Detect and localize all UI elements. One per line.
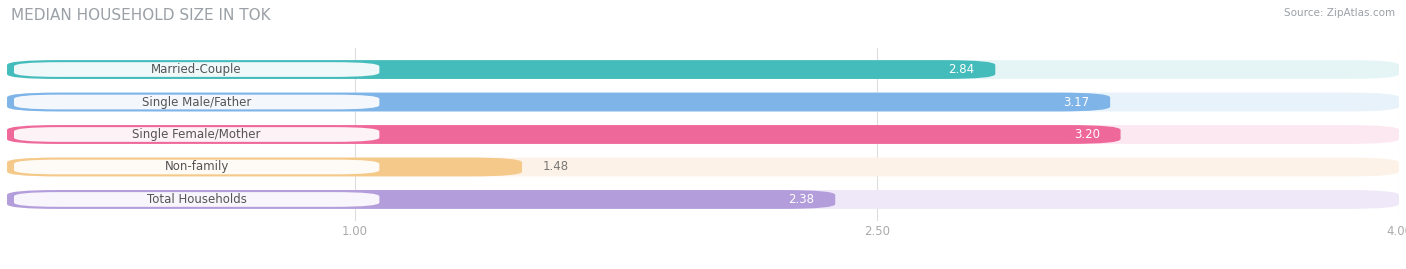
FancyBboxPatch shape [7,125,1399,144]
FancyBboxPatch shape [7,93,1399,111]
FancyBboxPatch shape [14,127,380,142]
Text: Single Male/Father: Single Male/Father [142,95,252,108]
FancyBboxPatch shape [7,158,1399,176]
Text: 2.84: 2.84 [948,63,974,76]
Text: Total Households: Total Households [146,193,246,206]
Text: 1.48: 1.48 [543,161,569,174]
Text: Married-Couple: Married-Couple [152,63,242,76]
FancyBboxPatch shape [7,125,1121,144]
FancyBboxPatch shape [14,95,380,109]
FancyBboxPatch shape [14,62,380,77]
FancyBboxPatch shape [14,192,380,207]
Text: MEDIAN HOUSEHOLD SIZE IN TOK: MEDIAN HOUSEHOLD SIZE IN TOK [11,8,271,23]
FancyBboxPatch shape [7,158,522,176]
Text: 2.38: 2.38 [789,193,814,206]
Text: Non-family: Non-family [165,161,229,174]
Text: 3.20: 3.20 [1074,128,1099,141]
Text: Single Female/Mother: Single Female/Mother [132,128,262,141]
FancyBboxPatch shape [7,60,1399,79]
FancyBboxPatch shape [14,160,380,174]
FancyBboxPatch shape [7,93,1111,111]
FancyBboxPatch shape [7,190,835,209]
FancyBboxPatch shape [7,60,995,79]
Text: 3.17: 3.17 [1063,95,1090,108]
FancyBboxPatch shape [7,190,1399,209]
Text: Source: ZipAtlas.com: Source: ZipAtlas.com [1284,8,1395,18]
